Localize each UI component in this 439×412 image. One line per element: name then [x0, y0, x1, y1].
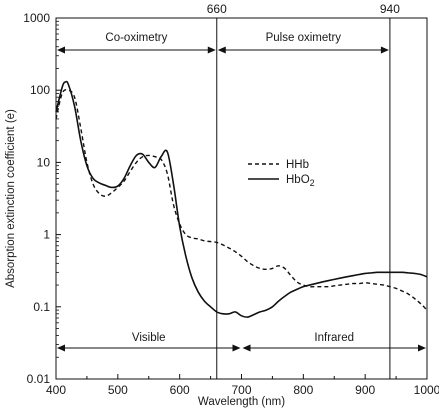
x-tick-label: 400 [46, 383, 66, 397]
axis-ticks: 400 500 600 700 800 900 1000 0.01 0.1 1 10 100 1000 [23, 11, 439, 397]
legend: HHb HbO2 [248, 159, 315, 188]
span-top-1: Pulse oximetry [217, 32, 389, 54]
y-tick-label: 1 [43, 228, 50, 242]
series-layer [55, 80, 428, 318]
y-tick-label: 0.01 [27, 372, 51, 386]
arrowhead-right [380, 46, 389, 54]
span-label-top-1: Pulse oximetry [266, 32, 342, 44]
y-tick-label: 10 [37, 155, 51, 169]
legend-label-hhb: HHb [286, 159, 309, 171]
x-axis-title: Wavelength (nm) [198, 396, 285, 408]
plot-area [55, 17, 428, 380]
arrowhead-right [418, 344, 426, 352]
arrowhead-right [232, 344, 241, 352]
legend-label-hbo2-subscript: 2 [310, 178, 315, 188]
arrowhead-left [57, 46, 65, 54]
series-line-hbo2 [55, 80, 428, 318]
arrowhead-left [57, 344, 65, 352]
arrowhead-left [242, 344, 251, 352]
span-bottom-0: Visible [57, 332, 241, 352]
span-label-bottom-0: Visible [132, 332, 166, 344]
vline-label-660: 660 [207, 2, 227, 16]
y-tick-label: 0.1 [33, 300, 50, 314]
x-tick-label: 800 [293, 383, 313, 397]
vline-label-940: 940 [380, 2, 400, 16]
span-label-bottom-1: Infrared [314, 332, 354, 344]
annotation-layer: Co-oximetry Pulse oximetry Visible Infrared [57, 32, 426, 352]
legend-label-hbo2: HbO2 [286, 174, 315, 188]
span-top-0: Co-oximetry [57, 32, 216, 54]
y-axis-title: Absorption extinction coefficient (e) [5, 109, 17, 288]
plot-frame [55, 17, 428, 380]
arrowhead-right [207, 46, 216, 54]
y-tick-label: 1000 [23, 11, 50, 25]
y-tick-label: 100 [30, 83, 50, 97]
x-tick-label: 600 [170, 383, 190, 397]
span-bottom-1: Infrared [242, 332, 426, 352]
x-tick-label: 700 [231, 383, 251, 397]
x-tick-label: 900 [355, 383, 375, 397]
span-label-top-0: Co-oximetry [105, 32, 167, 44]
x-tick-label: 500 [108, 383, 128, 397]
legend-label-hbo2-main: HbO [286, 174, 310, 186]
arrowhead-left [217, 46, 226, 54]
x-tick-label: 1000 [414, 383, 439, 397]
reference-lines-layer: 660 940 [207, 2, 400, 379]
series-line-hhb [55, 89, 428, 311]
